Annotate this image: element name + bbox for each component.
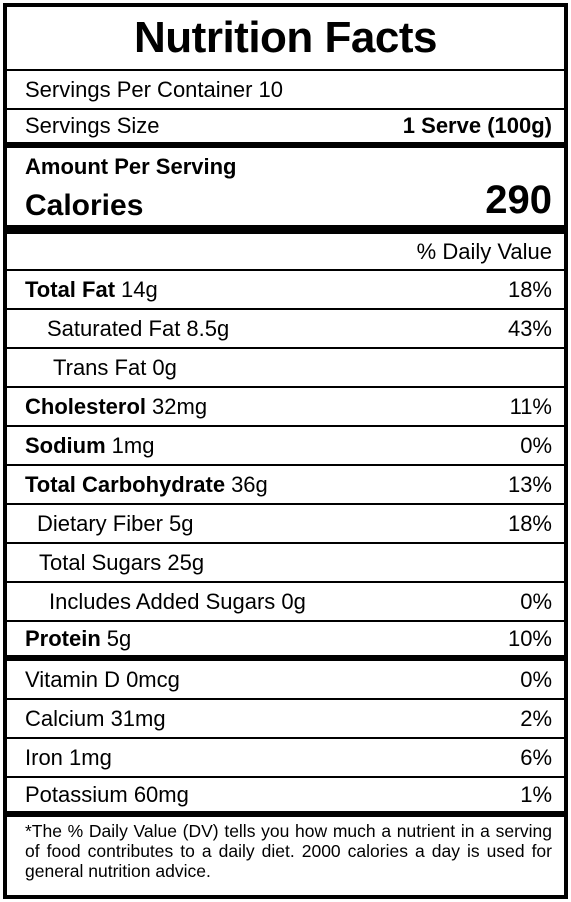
- daily-value-header: % Daily Value: [7, 234, 564, 271]
- vitamin-row-potassium: Potassium 60mg 1%: [7, 778, 564, 817]
- nutrition-facts-label: Nutrition Facts Servings Per Container 1…: [3, 3, 568, 899]
- calories-row: Calories 290: [25, 178, 552, 223]
- nutrient-amount: 5g: [106, 625, 132, 651]
- nutrient-name: Trans Fat 0g: [53, 354, 177, 380]
- nutrient-amount: 36g: [231, 471, 268, 497]
- nutrient-dv: 0%: [520, 588, 552, 614]
- serving-size-label: Servings Size: [25, 113, 160, 138]
- nutrient-row-saturated-fat: Saturated Fat 8.5g 43%: [7, 310, 564, 349]
- nutrient-row-total-sugars: Total Sugars 25g: [7, 544, 564, 583]
- amount-per-serving-block: Amount Per Serving Calories 290: [7, 148, 564, 234]
- nutrient-row-sodium: Sodium 1mg 0%: [7, 427, 564, 466]
- nutrient-name: Total Fat: [25, 276, 116, 302]
- amount-per-serving-label: Amount Per Serving: [25, 154, 237, 179]
- nutrient-row-dietary-fiber: Dietary Fiber 5g 18%: [7, 505, 564, 544]
- nutrient-dv: 13%: [507, 471, 552, 497]
- vitamin-row-vitamin-d: Vitamin D 0mcg 0%: [7, 661, 564, 700]
- label-title: Nutrition Facts: [7, 7, 564, 71]
- servings-per-container: Servings Per Container 10: [7, 71, 564, 110]
- nutrient-name: Total Carbohydrate: [25, 471, 226, 497]
- vitamin-row-calcium: Calcium 31mg 2%: [7, 700, 564, 739]
- vitamin-dv: 0%: [520, 666, 552, 692]
- nutrient-row-total-carbohydrate: Total Carbohydrate 36g 13%: [7, 466, 564, 505]
- daily-value-footnote: *The % Daily Value (DV) tells you how mu…: [25, 821, 552, 881]
- nutrient-amount: 32mg: [152, 393, 208, 419]
- vitamin-dv: 1%: [520, 781, 552, 807]
- nutrient-name: Dietary Fiber 5g: [37, 510, 194, 536]
- vitamin-name: Vitamin D 0mcg: [25, 666, 180, 692]
- vitamin-name: Iron 1mg: [25, 744, 112, 770]
- nutrient-amount: 1mg: [111, 432, 155, 458]
- calories-label: Calories: [25, 189, 144, 222]
- nutrient-row-total-fat: Total Fat 14g 18%: [7, 271, 564, 310]
- nutrient-name: Saturated Fat 8.5g: [47, 315, 230, 341]
- calories-value: 290: [485, 178, 552, 222]
- nutrient-dv: 10%: [507, 625, 552, 651]
- nutrient-dv: 18%: [507, 276, 552, 302]
- nutrient-dv: 11%: [509, 393, 552, 419]
- serving-size-value: 1 Serve (100g): [402, 113, 552, 138]
- daily-value-header-text: % Daily Value: [416, 238, 552, 264]
- serving-size-row: Servings Size 1 Serve (100g): [7, 110, 564, 148]
- vitamin-dv: 6%: [520, 744, 552, 770]
- vitamin-name: Calcium 31mg: [25, 705, 166, 731]
- vitamin-row-iron: Iron 1mg 6%: [7, 739, 564, 778]
- nutrient-dv: 43%: [507, 315, 552, 341]
- nutrient-name: Sodium: [25, 432, 106, 458]
- nutrient-row-added-sugars: Includes Added Sugars 0g 0%: [7, 583, 564, 622]
- nutrient-row-cholesterol: Cholesterol 32mg 11%: [7, 388, 564, 427]
- nutrient-amount: 14g: [121, 276, 158, 302]
- nutrient-name: Cholesterol: [25, 393, 147, 419]
- vitamin-dv: 2%: [520, 705, 552, 731]
- nutrient-row-protein: Protein 5g 10%: [7, 622, 564, 661]
- vitamin-name: Potassium 60mg: [25, 781, 189, 807]
- servings-per-container-text: Servings Per Container 10: [25, 76, 284, 102]
- nutrient-name: Includes Added Sugars 0g: [49, 588, 306, 614]
- nutrient-name: Total Sugars 25g: [39, 549, 205, 575]
- nutrient-dv: 0%: [520, 432, 552, 458]
- nutrient-row-trans-fat: Trans Fat 0g: [7, 349, 564, 388]
- nutrient-name: Protein: [25, 625, 101, 651]
- nutrient-dv: 18%: [507, 510, 552, 536]
